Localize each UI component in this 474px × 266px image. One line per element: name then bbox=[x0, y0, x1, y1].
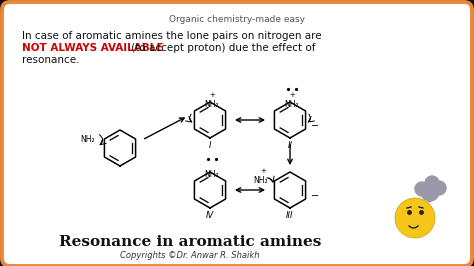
Text: NOT ALWAYS AVAILABLE: NOT ALWAYS AVAILABLE bbox=[22, 43, 164, 53]
Text: Copyrights ©Dr. Anwar R. Shaikh: Copyrights ©Dr. Anwar R. Shaikh bbox=[120, 251, 260, 260]
Text: −: − bbox=[311, 191, 319, 201]
Text: NH₂: NH₂ bbox=[205, 100, 219, 109]
Text: NH₂: NH₂ bbox=[205, 170, 219, 179]
Text: I: I bbox=[209, 142, 211, 151]
Circle shape bbox=[421, 183, 439, 201]
Text: (to accept proton) due the effect of: (to accept proton) due the effect of bbox=[128, 43, 316, 53]
Text: NH₂: NH₂ bbox=[81, 135, 95, 144]
Text: Resonance in aromatic amines: Resonance in aromatic amines bbox=[59, 235, 321, 249]
Text: +: + bbox=[209, 92, 215, 98]
Text: In case of aromatic amines the lone pairs on nitrogen are: In case of aromatic amines the lone pair… bbox=[22, 31, 322, 41]
Text: −: − bbox=[311, 121, 319, 131]
Text: +: + bbox=[260, 168, 266, 174]
Text: IV: IV bbox=[206, 211, 214, 221]
Text: II: II bbox=[288, 142, 292, 151]
Circle shape bbox=[415, 182, 429, 196]
Circle shape bbox=[432, 181, 446, 195]
Text: NH₂: NH₂ bbox=[285, 100, 299, 109]
Text: resonance.: resonance. bbox=[22, 55, 80, 65]
Text: +: + bbox=[289, 92, 295, 98]
Circle shape bbox=[425, 176, 439, 190]
Text: III: III bbox=[286, 211, 294, 221]
Circle shape bbox=[395, 198, 435, 238]
Text: NH₂: NH₂ bbox=[254, 176, 268, 185]
Text: Organic chemistry-made easy: Organic chemistry-made easy bbox=[169, 15, 305, 24]
